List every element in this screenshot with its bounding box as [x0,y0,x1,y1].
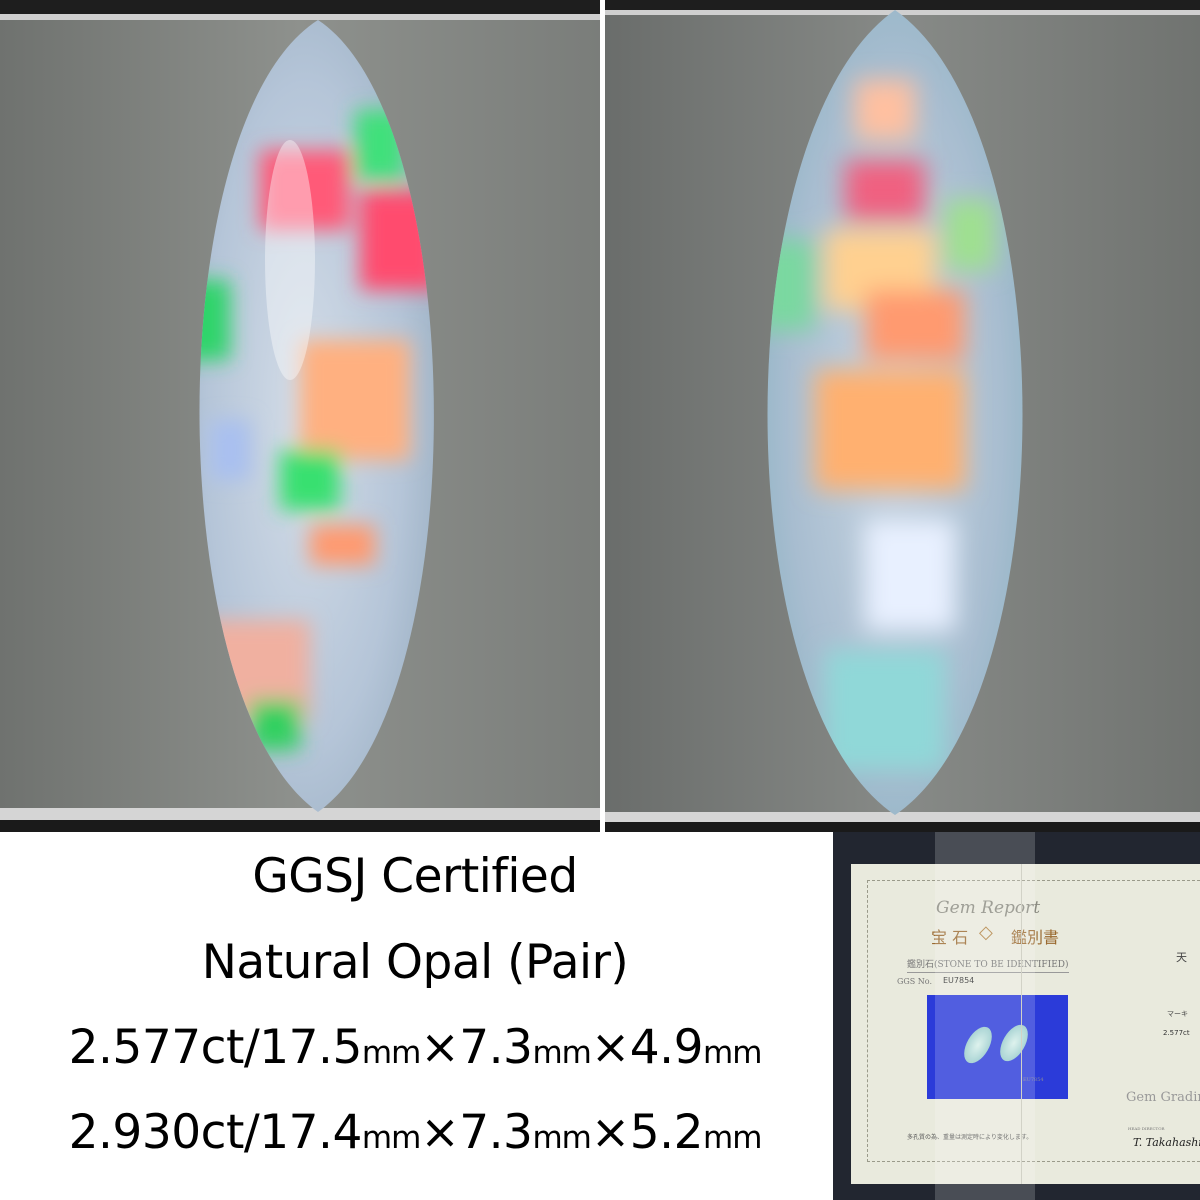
cert-title-left: 宝 石 [931,928,969,947]
cert-right-heading: 天 [1176,951,1187,964]
stone-2-weight: 2.930ct/17.4 [68,1105,363,1160]
cert-photo-label: EU7854 [1023,1077,1044,1083]
unit: mm [361,1120,421,1156]
cert-stone-photo: EU7854 [927,995,1068,1099]
stone-1-width: ×7.3 [420,1020,533,1075]
cert-head-director: HEAD DIRECTOR [1128,1126,1165,1131]
cert-weight-value: 2.577ct [1163,1029,1190,1037]
certificate-paper: Gem Report 宝 石 ◇ 鑑別書 鑑別石(STONE TO BE IDE… [851,864,1200,1184]
caption-stone-1: 2.577ct/17.5mm×7.3mm×4.9mm [0,1020,830,1081]
cert-cut-value: マーキ [1167,1010,1188,1018]
stone-1-depth: ×4.9 [590,1020,704,1075]
cert-title-right: 鑑別書 [1011,928,1060,947]
unit: mm [532,1120,591,1156]
opal-photo-left [0,0,600,832]
unit: mm [703,1120,762,1156]
cert-signature: T. Takahashi [1133,1136,1200,1149]
cert-note: 多孔質の為、重量は測定時により変化します。 [907,1134,1033,1141]
caption-product: Natural Opal (Pair) [201,935,629,990]
stone-2-depth: ×5.2 [590,1105,704,1160]
cert-lab-name: Gem Gradin [1126,1090,1200,1105]
cert-ggs-label: GGS No. [897,977,933,986]
opal-photo-right [605,0,1200,832]
cert-stone-label: 鑑別石(STONE TO BE IDENTIFIED) [907,957,1069,973]
unit: mm [703,1035,762,1071]
unit: mm [532,1035,591,1071]
cert-script-title: Gem Report [936,898,1041,918]
stone-1-weight: 2.577ct/17.5 [68,1020,363,1075]
cert-ggs-number: EU7854 [943,976,975,985]
photo-divider [600,0,605,832]
stone-2-width: ×7.3 [420,1105,533,1160]
unit: mm [361,1035,421,1071]
gem-report-certificate: Gem Report 宝 石 ◇ 鑑別書 鑑別石(STONE TO BE IDE… [833,832,1200,1200]
diamond-logo-icon: ◇ [979,922,993,943]
product-caption: GGSJ Certified Natural Opal (Pair) 2.577… [0,835,830,1200]
caption-certified: GGSJ Certified [252,849,578,904]
caption-stone-2: 2.930ct/17.4mm×7.3mm×5.2mm [0,1105,830,1166]
